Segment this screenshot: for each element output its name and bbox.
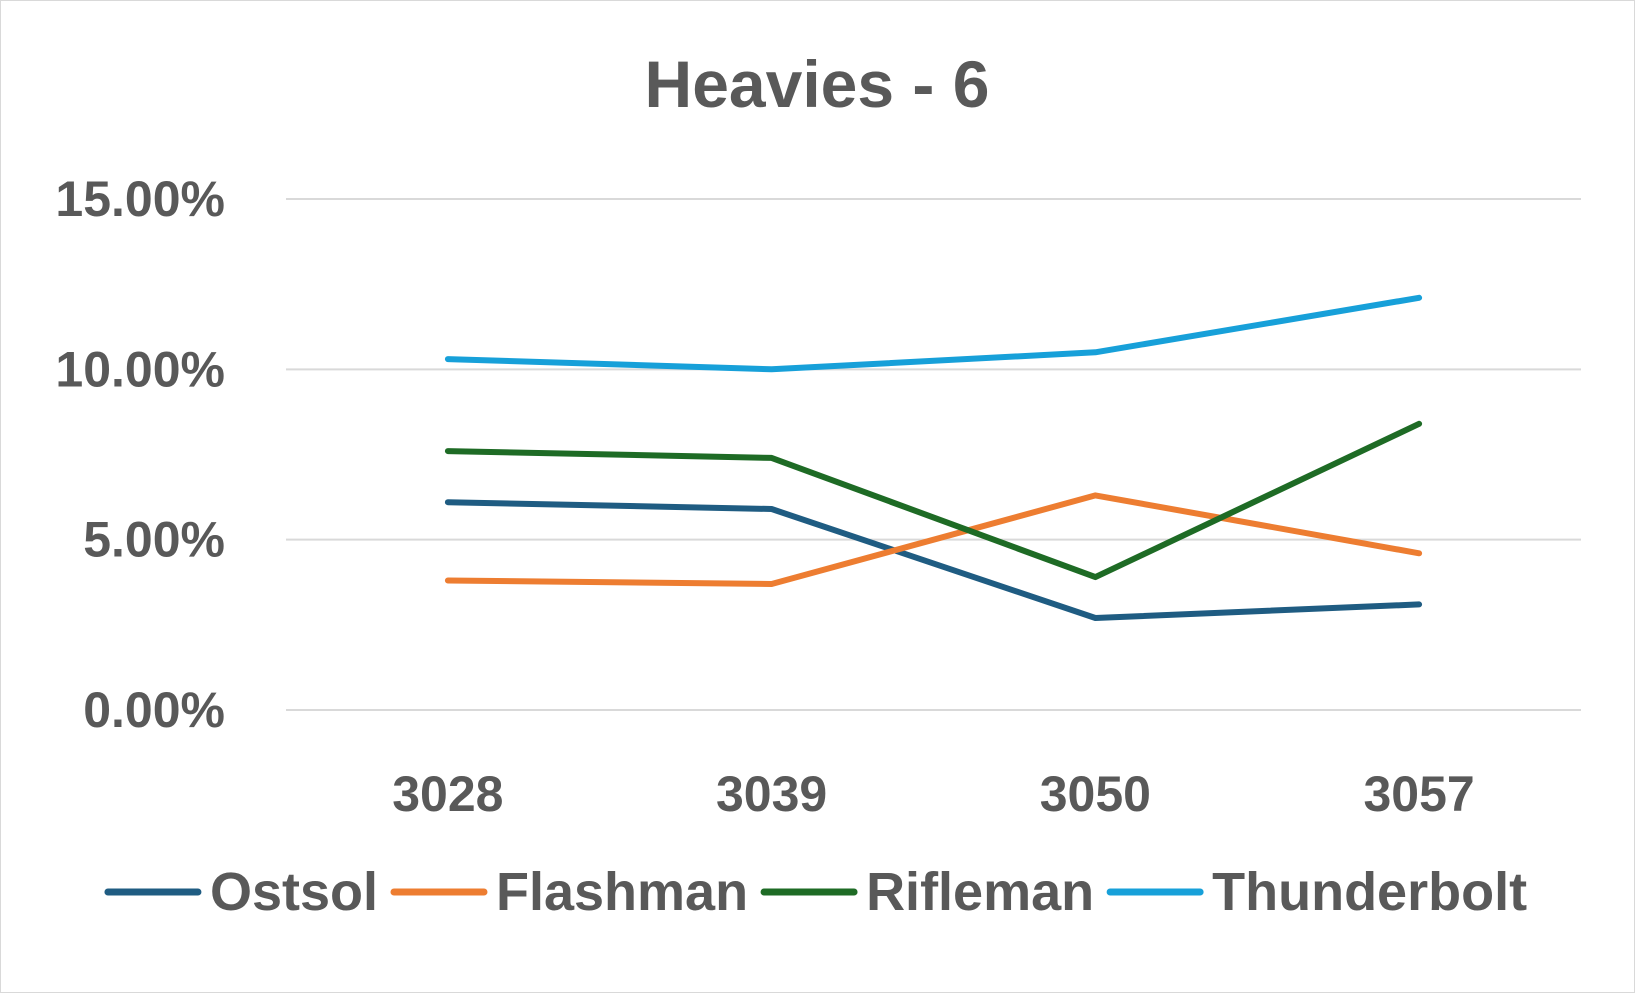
x-axis-tick-labels: 3028 3039 3050 3057 (392, 766, 1474, 822)
x-tick-label: 3057 (1364, 766, 1475, 822)
legend-label-rifleman: Rifleman (866, 862, 1094, 922)
legend-label-ostsol: Ostsol (210, 862, 378, 922)
series-lines (444, 294, 1423, 621)
series-line-flashman (444, 492, 1423, 587)
chart-title: Heavies - 6 (645, 47, 990, 121)
series-line-rifleman (444, 420, 1423, 581)
y-axis-tick-labels: 0.00% 5.00% 10.00% 15.00% (55, 171, 225, 738)
legend: Ostsol Flashman Rifleman Thunderbolt (104, 862, 1527, 922)
y-tick-label: 0.00% (83, 682, 225, 738)
y-tick-label: 15.00% (55, 171, 225, 227)
series-line-ostsol (444, 499, 1423, 621)
gridlines (286, 198, 1581, 711)
x-tick-label: 3039 (716, 766, 827, 822)
legend-label-thunderbolt: Thunderbolt (1212, 862, 1527, 922)
legend-label-flashman: Flashman (496, 862, 748, 922)
series-line-thunderbolt (444, 294, 1423, 373)
y-tick-label: 10.00% (55, 341, 225, 397)
y-tick-label: 5.00% (83, 512, 225, 568)
x-tick-label: 3028 (392, 766, 503, 822)
x-tick-label: 3050 (1040, 766, 1151, 822)
